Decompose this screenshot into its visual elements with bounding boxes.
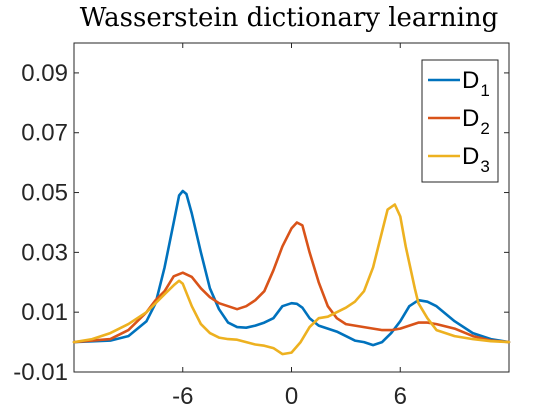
series-line-3 [72, 203, 511, 356]
legend-label-3: D3 [462, 143, 490, 176]
y-tick-label: -0.01 [13, 359, 68, 386]
series-line-1 [72, 189, 511, 347]
x-tick-label: 6 [394, 383, 407, 410]
x-tick-label: 0 [285, 383, 298, 410]
y-tick-label: 0.07 [21, 120, 68, 147]
legend-label-1: D1 [462, 67, 490, 100]
legend-label-2: D2 [462, 105, 490, 138]
y-tick-label: 0.05 [21, 180, 68, 207]
y-tick-label: 0.01 [21, 299, 68, 326]
axis-ticks: -0.01 0.01 0.03 0.05 0.07 0.09 -6 0 6 [13, 43, 509, 410]
legend: D1 D2 D3 [421, 59, 499, 183]
y-tick-label: 0.09 [21, 60, 68, 87]
series-line-2 [72, 221, 511, 344]
series-layer [72, 189, 511, 356]
y-tick-label: 0.03 [21, 239, 68, 266]
chart-title: Wasserstein dictionary learning [80, 3, 499, 33]
x-tick-label: -6 [172, 383, 193, 410]
